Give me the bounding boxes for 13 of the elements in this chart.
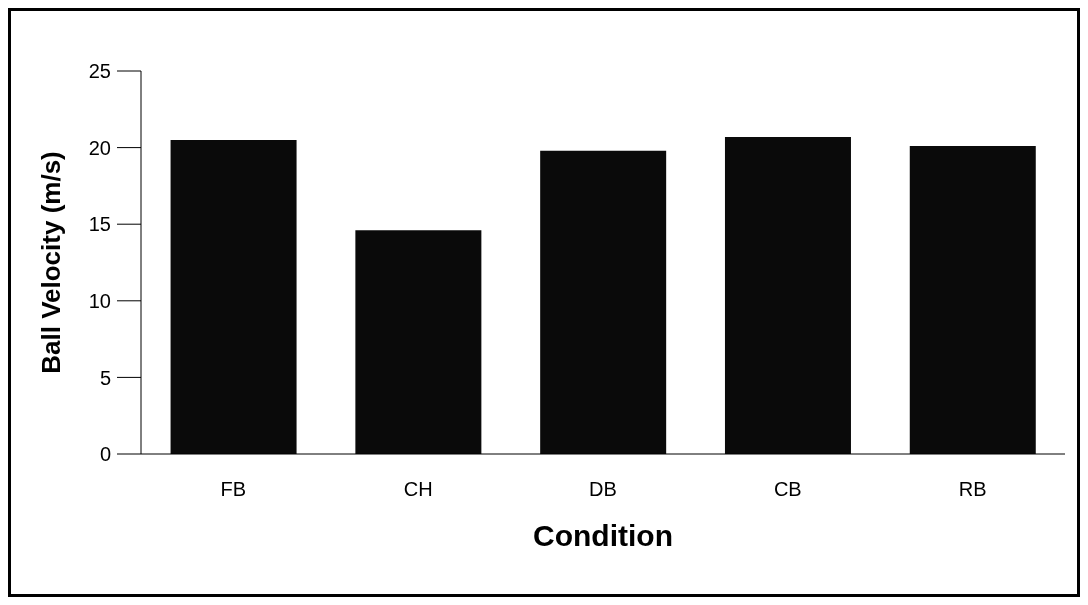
x-tick-label: DB: [589, 478, 617, 501]
x-tick-label: CH: [403, 478, 433, 501]
x-tick-label: FB: [220, 478, 247, 501]
y-tick-label: 20: [88, 136, 111, 159]
y-tick-label: 10: [88, 289, 111, 312]
x-axis-title: Condition: [533, 519, 673, 552]
y-axis-title: Ball Velocity (m/s): [36, 151, 67, 374]
x-tick-label: CB: [773, 478, 802, 501]
y-tick-label: 15: [88, 213, 111, 236]
x-tick-label: RB: [958, 478, 987, 501]
y-tick-label: 25: [88, 60, 111, 83]
y-tick-label: 5: [99, 366, 111, 389]
y-tick-label: 0: [99, 443, 111, 466]
